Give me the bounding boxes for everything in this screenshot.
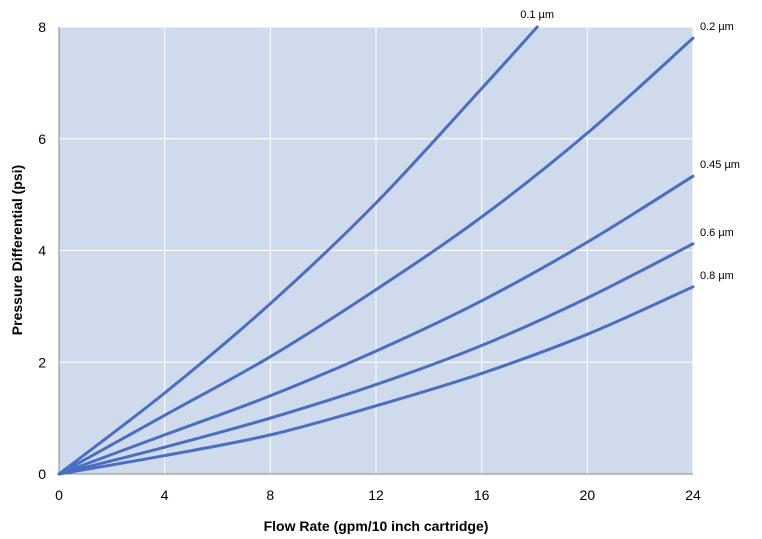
y-tick-labels: 0 2 4 6 8: [38, 19, 46, 482]
series-label: 0.6 µm: [700, 227, 734, 239]
series-line: [57, 36, 695, 476]
x-tick-label: 0: [55, 487, 63, 503]
y-tick-label: 8: [38, 19, 46, 35]
x-tick-label: 12: [368, 487, 384, 503]
series-line: [57, 25, 539, 476]
x-tick-label: 24: [685, 487, 701, 503]
series-line: [57, 285, 695, 476]
y-tick-label: 6: [38, 131, 46, 147]
x-tick-label: 20: [580, 487, 596, 503]
x-tick-label: 8: [266, 487, 274, 503]
gridlines: [58, 26, 694, 475]
series-lines: [57, 25, 695, 476]
x-tick-label: 16: [474, 487, 490, 503]
y-tick-label: 2: [38, 354, 46, 370]
series-line: [57, 174, 695, 476]
x-tick-label: 4: [161, 487, 169, 503]
series-labels: 0.1 µm 0.2 µm 0.45 µm 0.6 µm 0.8 µm: [520, 9, 740, 282]
series-label: 0.1 µm: [520, 9, 554, 21]
y-tick-label: 0: [38, 466, 46, 482]
series-label: 0.45 µm: [700, 159, 740, 171]
series-label: 0.8 µm: [700, 270, 734, 282]
y-tick-label: 4: [38, 243, 46, 259]
series-label: 0.2 µm: [700, 21, 734, 33]
series-line: [57, 242, 695, 476]
x-tick-labels: 0 4 8 12 16 20 24: [55, 487, 701, 503]
y-axis-title: Pressure Differential (psi): [9, 165, 25, 335]
x-axis-title: Flow Rate (gpm/10 inch cartridge): [264, 518, 489, 534]
